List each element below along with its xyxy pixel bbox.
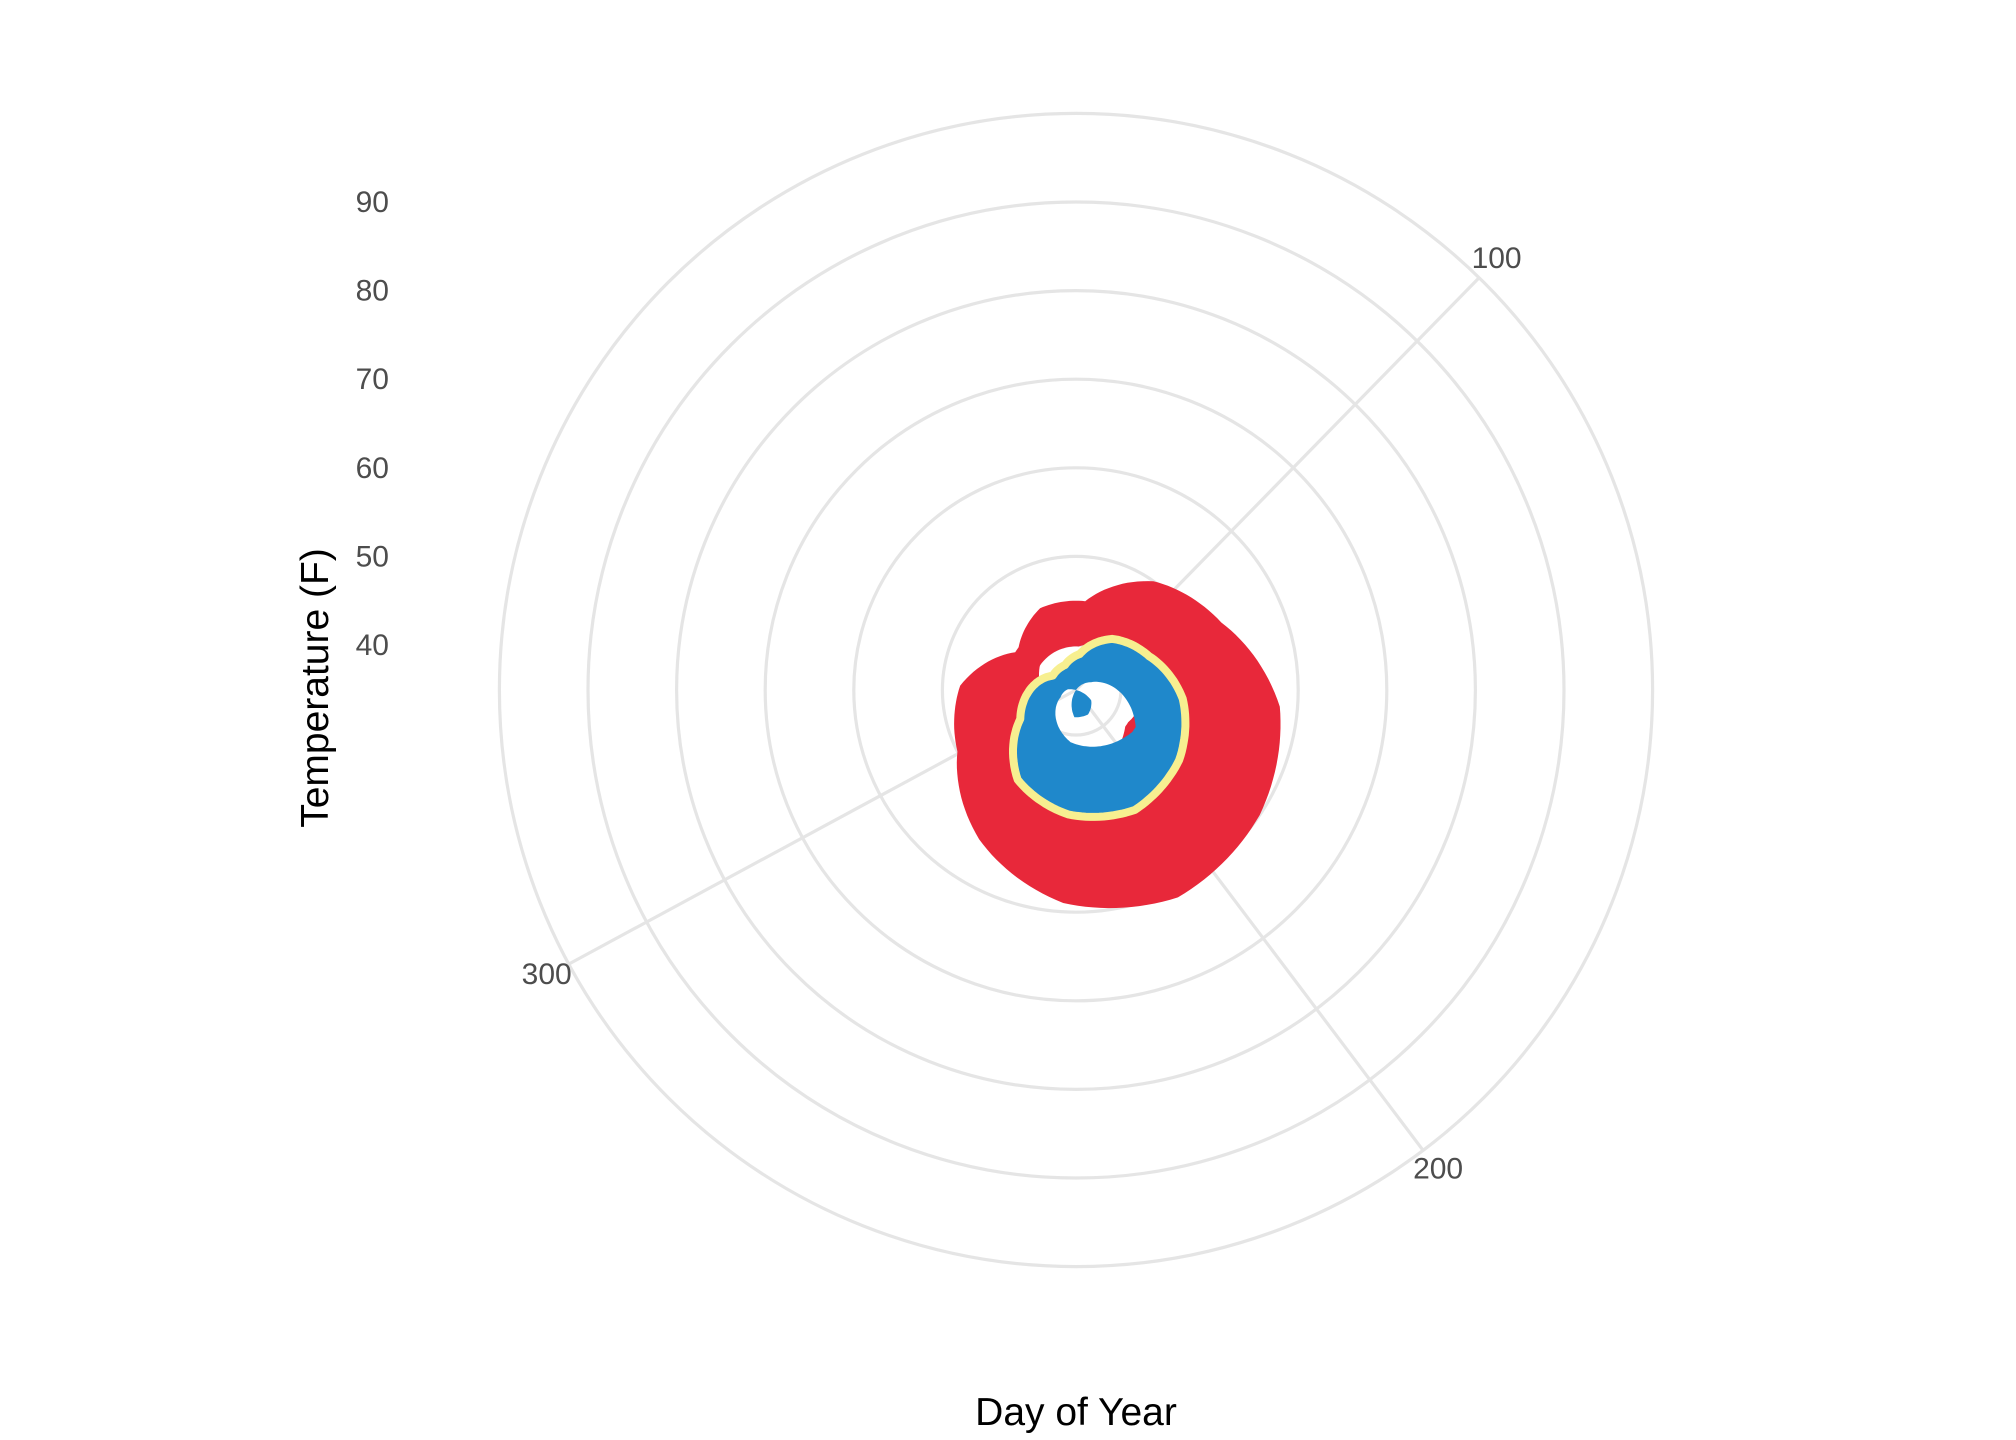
data-layer: [954, 581, 1281, 909]
y-tick-label: 60: [356, 452, 389, 485]
grid-circle: [852, 466, 1300, 914]
y-tick-labels: 40 50 60 70 80 90: [356, 186, 389, 662]
record-range-area: [954, 581, 1281, 909]
x-tick-label: 300: [522, 958, 572, 991]
grid-circle: [586, 200, 1566, 1180]
normal-range-area: [1013, 638, 1186, 817]
grid-circle: [763, 377, 1389, 1003]
grid-circle: [674, 289, 1477, 1091]
x-axis-title: Day of Year: [975, 1391, 1177, 1434]
polar-grid: [497, 111, 1655, 1269]
y-tick-label: 50: [356, 540, 389, 573]
y-tick-label: 70: [356, 363, 389, 396]
y-tick-label: 80: [356, 275, 389, 308]
y-tick-label: 40: [356, 629, 389, 662]
x-tick-label: 200: [1413, 1152, 1463, 1185]
average-line: [1009, 634, 1190, 821]
y-axis-title: Temperature (F): [294, 548, 337, 828]
x-tick-labels: 100 200 300: [522, 242, 1522, 1186]
grid-circle: [497, 111, 1655, 1269]
x-tick-label: 100: [1472, 242, 1522, 275]
y-tick-label: 90: [356, 186, 389, 219]
